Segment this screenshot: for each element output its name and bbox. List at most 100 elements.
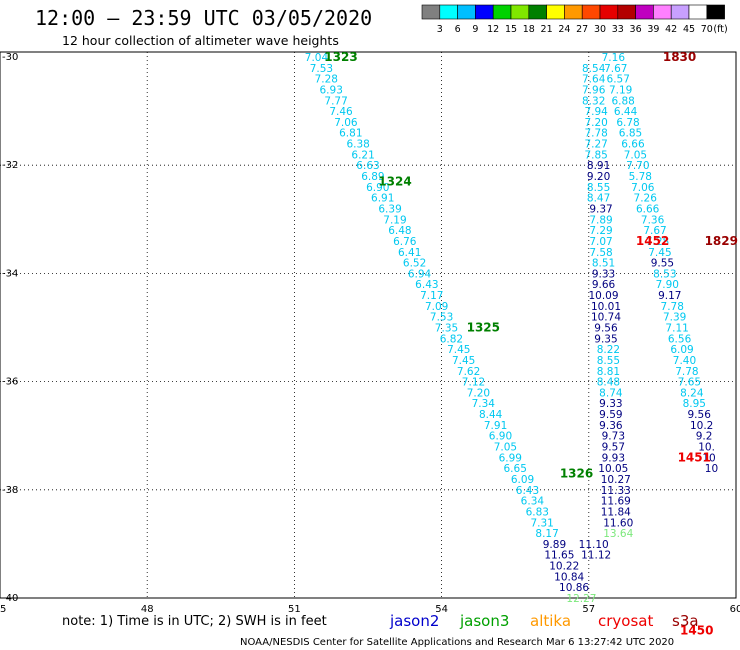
wave-height-point: 7.16 (602, 52, 626, 64)
legend-tick-label: 45 (683, 24, 695, 35)
wave-height-point: 6.63 (356, 160, 379, 172)
wave-height-point: 7.12 (462, 377, 485, 389)
wave-height-point: 7.78 (661, 301, 684, 313)
wave-height-point: 7.45 (447, 344, 470, 356)
legend-tick-label: 70 (701, 24, 713, 35)
legend-swatch (510, 4, 530, 20)
wave-height-point: 11.69 (601, 496, 631, 508)
wave-height-point: 8.47 (587, 193, 610, 205)
legend-tick-label: 15 (505, 24, 517, 35)
legend-swatch (599, 4, 619, 20)
pass-time-label: 1451 (678, 450, 711, 464)
wave-height-point: 6.09 (670, 344, 693, 356)
wave-height-point: 13.64 (603, 528, 633, 540)
legend-tick-label: 42 (665, 24, 677, 35)
legend-tick-label: 33 (612, 24, 624, 35)
wave-height-point: 8.91 (587, 160, 610, 172)
x-tick-label: 45 (0, 604, 6, 615)
wave-height-point: 10.09 (588, 290, 618, 302)
wave-height-point: 8.22 (597, 344, 620, 356)
wave-height-point: 11.33 (601, 485, 631, 497)
wave-height-point: 6.34 (521, 496, 545, 508)
data-points: 7.047.537.286.937.777.467.066.816.386.21… (305, 52, 718, 605)
wave-height-point: 6.57 (607, 74, 630, 86)
legend-tick-label: 21 (541, 24, 553, 35)
wave-height-point: 9.33 (592, 268, 615, 280)
wave-height-point: 6.43 (415, 279, 438, 291)
y-tick-label: -34 (2, 268, 18, 279)
wave-height-point: 7.20 (584, 117, 607, 129)
wave-height-point: 10.27 (601, 474, 631, 486)
wave-height-point: 7.19 (609, 84, 632, 96)
wave-height-point: 7.65 (678, 377, 701, 389)
grid-lines (0, 52, 736, 598)
pass-time-label: 1450 (680, 623, 713, 637)
wave-height-point: 6.41 (398, 247, 421, 259)
wave-height-point: 11.84 (601, 506, 631, 518)
wave-height-point: 6.65 (504, 463, 527, 475)
pass-time-label: 1323 (324, 50, 357, 64)
wave-height-point: 6.93 (320, 84, 343, 96)
wave-height-point: 9.73 (602, 431, 625, 443)
wave-height-point: 10.74 (591, 312, 621, 324)
wave-height-point: 7.53 (430, 312, 453, 324)
wave-height-point: 9.57 (602, 442, 625, 454)
satellite-label-s3a: s3a (672, 612, 699, 630)
y-tick-label: -40 (2, 593, 18, 604)
wave-height-point: 6.52 (403, 258, 426, 270)
legend-swatch (617, 4, 636, 20)
wave-height-point: 7.19 (383, 214, 406, 226)
wave-height-point: 6.78 (616, 117, 639, 129)
wave-height-point: 8.55 (587, 182, 610, 194)
plot-frame (0, 51, 737, 599)
wave-height-point: 6.38 (346, 139, 369, 151)
pass-time-label: 1830 (663, 50, 696, 64)
wave-height-point: 7.04 (305, 52, 329, 64)
wave-height-point: 7.62 (457, 366, 480, 378)
x-tick-label: 48 (141, 604, 154, 615)
wave-height-point: 9.37 (589, 203, 612, 215)
wave-height-point: 6.91 (371, 193, 394, 205)
legend-swatch (421, 4, 441, 20)
pass-time-label: 1324 (378, 174, 411, 188)
chart-subtitle: 12 hour collection of altimeter wave hei… (62, 33, 339, 48)
wave-height-point: 7.11 (665, 323, 688, 335)
legend-swatch (581, 4, 601, 20)
wave-height-point: 7.06 (334, 117, 358, 129)
wave-height-point: 9.56 (688, 409, 712, 421)
x-tick-label: 57 (582, 604, 595, 615)
legend-swatch (546, 4, 565, 20)
x-tick-label: 54 (435, 604, 448, 615)
legend-tick-label: 36 (630, 24, 642, 35)
wave-height-point: 9.17 (658, 290, 681, 302)
wave-height-point: 6.90 (366, 182, 389, 194)
wave-height-point: 6.89 (361, 171, 384, 183)
legend-tick-label: 30 (594, 24, 606, 35)
wave-height-point: 8.81 (597, 366, 620, 378)
x-tick-label: 51 (288, 604, 301, 615)
satellite-label-altika: altika (530, 612, 571, 630)
wave-height-point: 6.39 (378, 203, 401, 215)
wave-height-point: 6.56 (668, 333, 692, 345)
y-tick-label: -36 (2, 377, 18, 388)
legend-swatch (653, 4, 672, 20)
legend-tick-label: 39 (647, 24, 659, 35)
wave-height-point: 9.2 (696, 431, 713, 443)
wave-height-point: 6.66 (621, 139, 645, 151)
wave-height-point: 11.10 (579, 539, 609, 551)
footer-credit: NOAA/NESDIS Center for Satellite Applica… (240, 637, 674, 648)
wave-height-point: 6.48 (388, 225, 411, 237)
wave-height-point: 10.86 (559, 582, 589, 594)
satellite-label-jason3: jason3 (459, 612, 509, 630)
wave-height-point: 6.44 (614, 106, 638, 118)
pass-time-label: 1326 (560, 467, 593, 481)
wave-height-point: 6.85 (619, 128, 642, 140)
wave-height-point: 6.83 (526, 506, 549, 518)
wave-height-point: 6.90 (489, 431, 512, 443)
satellite-label-jason2: jason2 (389, 612, 439, 630)
x-tick-label: 60 (730, 604, 740, 615)
wave-height-point: 7.05 (624, 149, 647, 161)
wave-height-point: 7.40 (673, 355, 696, 367)
legend-tick-label: 24 (558, 24, 570, 35)
